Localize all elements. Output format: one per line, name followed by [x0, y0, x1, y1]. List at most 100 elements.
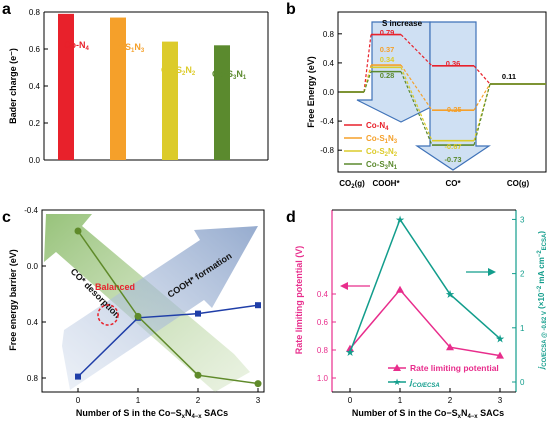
d-ytick-right-label: 0 [520, 378, 525, 387]
panel-b-letter: b [286, 1, 296, 18]
d-x-label: Number of S in the Co−SxN4−x SACs [352, 408, 504, 420]
d-ytick-right-label: 1 [520, 324, 525, 333]
d-left-arrow [340, 282, 370, 290]
b-connector [400, 64, 433, 111]
c-point-green [194, 371, 202, 379]
c-xtick-label: 0 [76, 396, 81, 405]
b-value-co: -0.67 [444, 142, 461, 151]
b-value-co: 0.36 [446, 59, 461, 68]
c-ytick-label: 0.8 [27, 374, 39, 383]
b-energy-lines [340, 33, 546, 146]
b-legend-co-n4: Co-N4 [344, 121, 389, 132]
a-ytick-label: 0.8 [29, 8, 41, 17]
a-bar [58, 13, 74, 160]
svg-text:Co-S2N2: Co-S2N2 [366, 147, 398, 158]
svg-text:Co-N4: Co-N4 [366, 121, 389, 132]
b-value-cooh: 0.28 [380, 71, 395, 80]
a-y-label: Bader charge (e⁻) [8, 48, 18, 124]
d-jco-point: ★ [345, 347, 355, 359]
b-value-co: -0.25 [444, 105, 461, 114]
b-connector [473, 83, 491, 111]
panel-b: b S increase -0.8-0.40.00.40.8 0.790.370… [286, 1, 547, 190]
panel-a-letter: a [2, 1, 11, 18]
c-y-ticks: -0.4 0.0 0.4 0.8 [24, 206, 46, 383]
a-y-ticks: 0.0 0.2 0.4 0.6 0.8 [29, 8, 48, 165]
c-series-blue-line [77, 304, 259, 378]
a-label-co-s3n1: Co-S3N1 [212, 69, 247, 81]
b-value-co: -0.73 [444, 155, 461, 164]
b-ytick-label: -0.4 [320, 117, 334, 126]
d-xtick-label: 3 [498, 396, 503, 405]
d-rlp-point [346, 344, 354, 352]
a-label-co-n4: Co-N4 [64, 40, 90, 52]
d-xtick-label: 0 [348, 396, 353, 405]
c-ytick-label: 0.4 [27, 318, 39, 327]
b-connector [400, 67, 433, 141]
panel-d-letter: d [286, 209, 296, 226]
b-connector [400, 71, 433, 146]
b-ytick-label: 0.4 [323, 59, 335, 68]
panel-d: d 0.4 0.6 0.8 1.0 0 1 2 3 0 1 2 3 ★ ★ ★ ★ Rate limit… [286, 209, 548, 420]
c-series-green-line [77, 230, 259, 385]
b-ytick-label: -0.8 [320, 146, 334, 155]
d-y-label: Rate limiting potential (V) [294, 246, 304, 355]
c-series [74, 227, 262, 388]
d-rlp-point [496, 351, 504, 359]
a-bar [162, 41, 178, 160]
b-title: S increase [382, 19, 423, 28]
c-x-label: Number of S in the Co−SxN4−x SACs [76, 408, 228, 420]
b-xtick-label: CO2(g) [339, 179, 365, 190]
c-xtick-label: 1 [136, 396, 141, 405]
c-ytick-label: -0.4 [24, 206, 38, 215]
panel-a: a 0.0 0.2 0.4 0.6 0.8 Co-N4 Co-S1N3 Co-S2N2 … [2, 1, 269, 165]
d-xtick-label: 2 [448, 396, 453, 405]
c-xtick-label: 2 [196, 396, 201, 405]
a-ytick-label: 0.2 [29, 119, 41, 128]
d-jco-line [349, 217, 501, 353]
b-value-cooh: 0.37 [380, 45, 395, 54]
a-ytick-label: 0.6 [29, 45, 41, 54]
d-y-ticks: 0.4 0.6 0.8 1.0 [317, 290, 336, 383]
b-connector [363, 64, 372, 93]
d-ytick-label: 0.8 [317, 346, 329, 355]
a-label-co-s1n3: Co-S1N3 [110, 42, 145, 54]
d-y-label-right: jCO/ECSA @ -0.82 V (×10−2 mA cm−2ECSA) [537, 231, 548, 370]
b-xtick-label: COOH* [372, 179, 400, 188]
c-point-green [74, 227, 82, 235]
c-point-blue [255, 302, 261, 309]
c-point-blue [195, 310, 201, 317]
b-value-cooh: 0.34 [380, 55, 395, 64]
panel-c-letter: c [2, 209, 11, 226]
d-ytick-right-label: 3 [520, 215, 525, 224]
b-y-label: Free Energy (eV) [306, 56, 316, 128]
d-xtick-label: 1 [398, 396, 403, 405]
svg-text:Co-S3N1: Co-S3N1 [366, 160, 398, 171]
d-legend-rlp: Rate limiting potential [388, 363, 499, 373]
b-legend-co-s3n1: Co-S3N1 [344, 160, 398, 171]
d-rlp-point [396, 285, 404, 293]
b-xtick-label: CO* [445, 179, 461, 188]
d-rlp-line [349, 288, 501, 357]
a-ytick-label: 0.0 [29, 156, 41, 165]
b-value-cooh: 0.79 [380, 28, 395, 37]
a-bar [110, 17, 126, 160]
a-bar [214, 45, 230, 160]
a-label-co-s2n2: Co-S2N2 [161, 65, 196, 77]
b-x-ticks: CO2(g) COOH* CO* CO(g) [339, 179, 529, 190]
d-ytick-label: 1.0 [317, 374, 329, 383]
c-ytick-label: 0.0 [27, 262, 39, 271]
b-y-ticks: -0.8 -0.4 0.0 0.4 0.8 [320, 30, 342, 155]
panel-c: c CO* desorption COOH* formation Balance… [2, 206, 265, 420]
b-connector [473, 83, 491, 146]
d-right-arrow [466, 268, 496, 276]
d-ytick-right-label: 2 [520, 270, 525, 279]
c-formation-arrow [62, 226, 258, 390]
b-connector [363, 34, 372, 93]
b-arrow-co [415, 21, 491, 171]
d-jco-point: ★ [445, 289, 455, 301]
d-series: ★ ★ ★ ★ [345, 214, 505, 359]
d-ytick-label: 0.4 [317, 290, 329, 299]
d-legend-jco-label: jCO/ECSA [409, 377, 440, 389]
c-xtick-label: 3 [256, 396, 261, 405]
